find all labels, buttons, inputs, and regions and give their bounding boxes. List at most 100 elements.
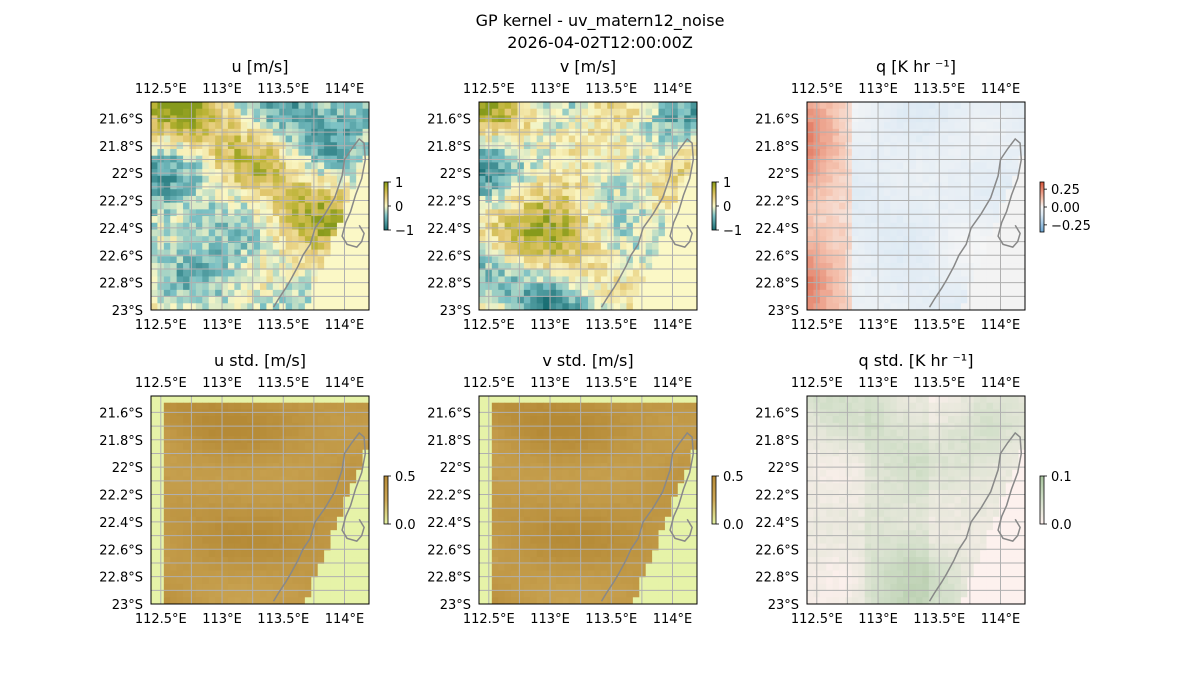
heatmap-cell — [292, 396, 299, 404]
heatmap-cell — [652, 229, 659, 237]
heatmap-cell — [658, 229, 666, 237]
heatmap-cell — [195, 249, 203, 257]
map-panel-v: v [m/s]112.5°E112.5°E113°E113°E113.5°E11… — [427, 57, 742, 333]
heatmap-cell — [1005, 222, 1013, 230]
heatmap-cell — [343, 122, 351, 130]
heatmap-cell — [324, 577, 331, 585]
heatmap-cell — [909, 289, 917, 297]
heatmap-cell — [652, 169, 659, 177]
heatmap-cell — [523, 122, 531, 130]
heatmap-cell — [292, 402, 299, 410]
heatmap-cell — [858, 115, 866, 123]
heatmap-cell — [491, 496, 499, 504]
heatmap-cell — [543, 115, 550, 123]
heatmap-cell — [832, 162, 840, 170]
heatmap-cell — [877, 249, 885, 257]
heatmap-cell — [260, 442, 267, 451]
heatmap-cell — [658, 269, 666, 277]
heatmap-cell — [202, 550, 210, 558]
heatmap-cell — [343, 256, 351, 264]
heatmap-cell — [530, 476, 538, 484]
heatmap-cell — [215, 510, 222, 518]
heatmap-cell — [594, 122, 602, 130]
heatmap-cell — [832, 115, 840, 123]
heatmap-cell — [234, 182, 242, 190]
heatmap-cell — [304, 583, 312, 591]
heatmap-cell — [941, 135, 949, 143]
heatmap-cell — [151, 283, 158, 291]
heatmap-cell — [234, 516, 242, 524]
heatmap-cell — [575, 489, 582, 498]
heatmap-cell — [298, 550, 306, 558]
heatmap-cell — [607, 108, 615, 116]
heatmap-cell — [941, 162, 949, 170]
heatmap-cell — [826, 269, 834, 277]
heatmap-cell — [652, 476, 659, 484]
heatmap-cell — [491, 162, 499, 170]
heatmap-cell — [304, 496, 312, 504]
heatmap-cell — [317, 135, 325, 143]
heatmap-cell — [620, 175, 627, 183]
heatmap-cell — [227, 222, 235, 230]
heatmap-cell — [343, 503, 351, 511]
heatmap-cell — [877, 135, 885, 143]
heatmap-cell — [819, 182, 827, 190]
heatmap-cell — [530, 483, 538, 491]
heatmap-cell — [999, 195, 1007, 204]
heatmap-cell — [883, 296, 891, 304]
heatmap-cell — [588, 429, 595, 437]
heatmap-cell — [343, 597, 351, 604]
heatmap-cell — [632, 216, 640, 224]
heatmap-cell — [195, 242, 203, 251]
heatmap-cell — [491, 108, 499, 116]
heatmap-cell — [311, 269, 319, 277]
heatmap-cell — [562, 182, 570, 190]
heatmap-cell — [690, 283, 697, 291]
heatmap-cell — [176, 597, 184, 604]
heatmap-cell — [607, 162, 615, 170]
heatmap-cell — [922, 169, 930, 177]
heatmap-cell — [664, 416, 672, 424]
heatmap-cell — [588, 303, 595, 310]
heatmap-cell — [163, 249, 171, 257]
heatmap-cell — [343, 229, 351, 237]
heatmap-cell — [151, 202, 158, 210]
heatmap-cell — [549, 115, 557, 123]
heatmap-cell — [240, 557, 248, 565]
heatmap-cell — [581, 269, 589, 277]
heatmap-cell — [336, 510, 344, 518]
map-frame — [806, 101, 1026, 311]
heatmap-cell — [1018, 229, 1025, 237]
heatmap-cell — [999, 242, 1007, 251]
heatmap-cell — [511, 303, 518, 310]
heatmap-cell — [285, 229, 293, 237]
heatmap-cell — [562, 409, 570, 417]
heatmap-cell — [491, 195, 499, 204]
heatmap-cell — [195, 263, 203, 271]
heatmap-cell — [677, 195, 685, 204]
heatmap-cell — [362, 182, 369, 190]
heatmap-cell — [170, 583, 178, 591]
heatmap-cell — [916, 122, 923, 130]
heatmap-cell — [845, 209, 853, 217]
heatmap-cell — [240, 429, 248, 437]
heatmap-cell — [684, 496, 691, 504]
heatmap-cell — [227, 182, 235, 190]
heatmap-cell — [176, 276, 184, 284]
heatmap-cell — [671, 209, 679, 217]
heatmap-cell — [253, 108, 261, 116]
heatmap-cell — [195, 122, 203, 130]
heatmap-cell — [517, 236, 525, 244]
heatmap-cell — [954, 122, 962, 130]
heatmap-cell — [543, 396, 550, 404]
heatmap-cell — [253, 442, 261, 451]
heatmap-cell — [883, 102, 891, 110]
heatmap-cell — [960, 303, 968, 310]
heatmap-cell — [645, 189, 653, 197]
heatmap-cell — [260, 269, 267, 277]
heatmap-cell — [807, 289, 814, 297]
heatmap-cell — [272, 148, 280, 157]
heatmap-cell — [549, 216, 557, 224]
y-tick-label: 21.8°S — [755, 140, 799, 155]
heatmap-cell — [227, 557, 235, 565]
